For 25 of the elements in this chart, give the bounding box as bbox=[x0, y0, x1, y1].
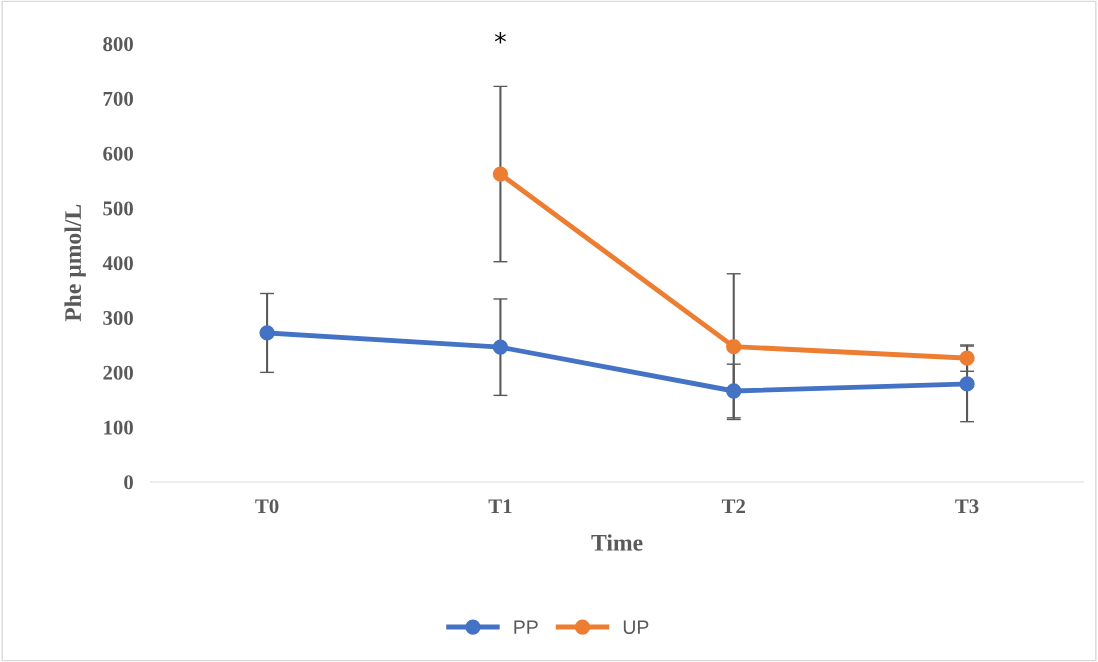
x-tick-label: T0 bbox=[255, 499, 279, 514]
x-tick-label: T1 bbox=[488, 499, 512, 514]
y-tick-label: 0 bbox=[124, 475, 133, 490]
y-tick-label: 800 bbox=[103, 37, 133, 52]
point bbox=[726, 383, 742, 399]
point bbox=[959, 350, 975, 366]
text: * bbox=[494, 32, 506, 44]
point bbox=[492, 339, 509, 355]
y-tick-label: 200 bbox=[103, 365, 133, 380]
x-axis-title: Time bbox=[591, 534, 643, 551]
y-tick-label: 300 bbox=[103, 310, 133, 326]
y-tick-label: 100 bbox=[104, 420, 133, 435]
point bbox=[959, 376, 975, 392]
point bbox=[492, 166, 509, 182]
legend-label: UP bbox=[623, 620, 649, 635]
y-tick-label: 600 bbox=[103, 146, 133, 161]
y-tick-label: 400 bbox=[102, 256, 133, 271]
y-tick-label: 700 bbox=[103, 91, 133, 106]
legend-label: PP bbox=[514, 620, 538, 634]
point bbox=[259, 325, 275, 341]
y-tick-label: 500 bbox=[103, 201, 133, 216]
y-axis-title: Phe µmol/L bbox=[64, 204, 86, 322]
point bbox=[726, 338, 742, 355]
x-tick-label: T3 bbox=[955, 499, 979, 514]
x-tick-label: T2 bbox=[721, 499, 745, 514]
